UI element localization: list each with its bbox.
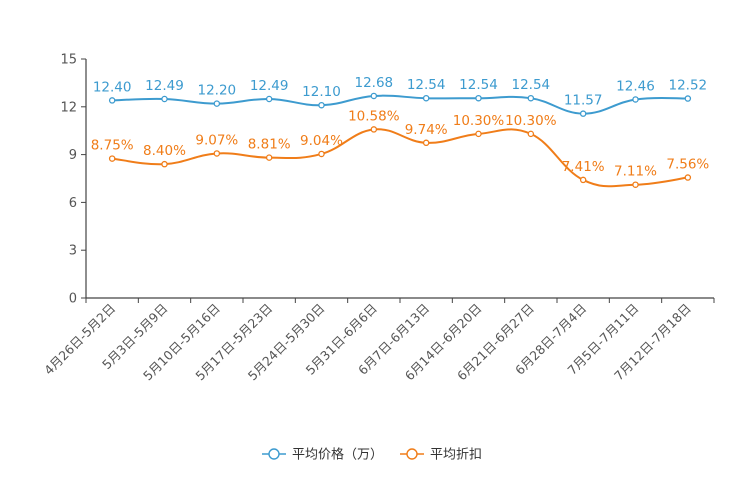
data-label: 7.11%	[614, 164, 657, 180]
data-label: 12.40	[93, 79, 132, 95]
data-point	[161, 160, 168, 168]
legend-marker-icon	[268, 448, 280, 460]
data-point	[108, 155, 116, 162]
data-point	[108, 97, 116, 104]
data-label: 11.57	[564, 93, 603, 109]
axes: 036912154月26日-5月2日5月3日-5月9日5月10日-5月16日5月…	[41, 53, 715, 383]
y-tick-label: 12	[60, 100, 77, 115]
y-tick-label: 6	[69, 196, 77, 211]
y-tick-label: 0	[69, 292, 77, 307]
data-label: 12.46	[616, 78, 655, 94]
data-label: 8.40%	[143, 143, 186, 159]
data-label: 9.04%	[300, 133, 343, 149]
y-tick-label: 9	[69, 148, 77, 163]
data-point	[422, 94, 430, 102]
data-point	[527, 130, 535, 138]
data-label: 10.58%	[348, 108, 400, 124]
data-label: 12.68	[355, 75, 394, 91]
data-point	[213, 150, 221, 157]
data-label: 12.10	[302, 84, 341, 100]
data-label: 12.20	[198, 83, 237, 99]
data-label: 8.81%	[248, 137, 291, 153]
y-tick-label: 15	[60, 53, 77, 68]
legend-marker-icon	[406, 448, 418, 460]
data-point	[422, 139, 430, 147]
legend-item-avg-discount[interactable]: 平均折扣	[400, 448, 482, 463]
series-line	[112, 94, 688, 115]
data-label: 12.54	[512, 77, 551, 93]
data-point	[684, 95, 692, 102]
data-label: 12.49	[145, 78, 184, 94]
series-avg-price: 12.40 12.49 12.20 12.49 12.10 12.68 12.54 12.54…	[93, 75, 708, 117]
legend-item-avg-price[interactable]: 平均价格（万）	[262, 447, 383, 463]
data-label: 12.52	[669, 78, 708, 94]
data-label: 8.75%	[91, 138, 134, 154]
data-point	[161, 95, 168, 103]
series-avg-discount: 8.75% 8.40% 9.07% 8.81% 9.04% 10.58% 9.74% 10.3…	[91, 108, 709, 188]
data-label: 9.74%	[405, 122, 448, 138]
data-label: 12.49	[250, 78, 289, 94]
legend-label: 平均价格（万）	[292, 447, 383, 463]
legend[interactable]: 平均价格（万） 平均折扣	[262, 447, 482, 463]
data-point	[370, 126, 378, 133]
data-label: 10.30%	[505, 113, 557, 129]
data-point	[527, 94, 535, 102]
data-point	[318, 101, 325, 109]
data-point	[579, 110, 587, 117]
data-label: 7.41%	[562, 159, 605, 175]
y-tick-label: 3	[69, 244, 77, 259]
data-point	[475, 94, 482, 102]
series-layer: 12.40 12.49 12.20 12.49 12.10 12.68 12.54 12.54…	[91, 75, 709, 188]
data-label: 12.54	[407, 77, 446, 93]
data-point	[579, 176, 587, 184]
data-point	[475, 130, 482, 138]
data-label: 12.54	[459, 77, 498, 93]
data-point	[370, 92, 378, 100]
data-point	[213, 100, 221, 107]
data-label: 9.07%	[195, 132, 238, 148]
data-point	[632, 96, 639, 103]
data-label: 7.56%	[666, 157, 709, 173]
data-label: 10.30%	[453, 113, 505, 129]
series-line	[112, 128, 688, 188]
data-point	[265, 154, 273, 161]
data-point	[632, 181, 639, 188]
data-point	[684, 174, 692, 181]
legend-label: 平均折扣	[430, 448, 482, 463]
data-point	[318, 150, 325, 158]
data-point	[265, 95, 273, 103]
